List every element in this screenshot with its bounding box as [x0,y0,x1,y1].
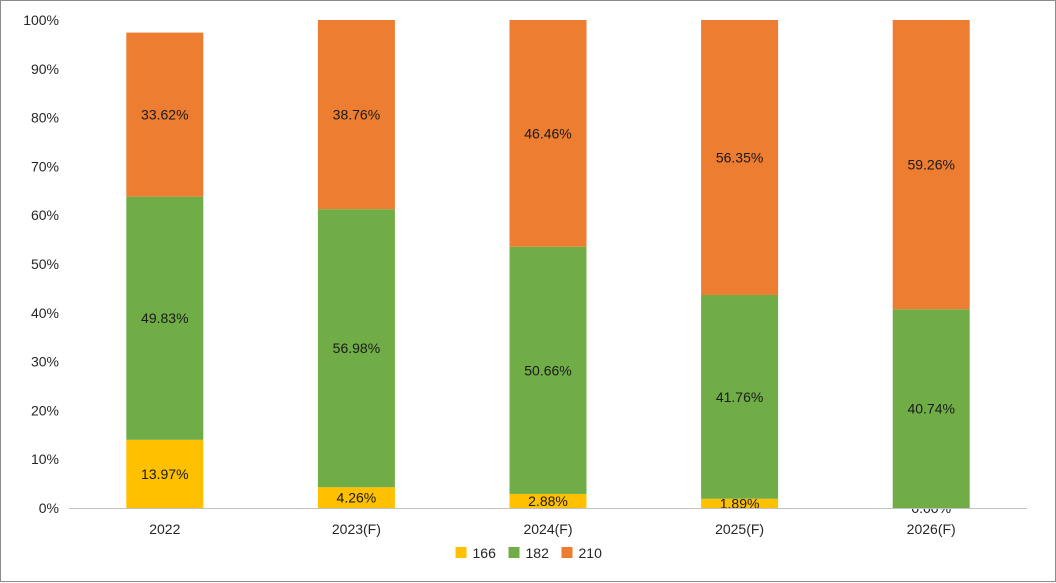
y-tick-label: 50% [31,256,59,272]
x-tick-label: 2022 [149,521,180,537]
bar-segment-210 [126,32,204,197]
bar-segment-166 [126,439,204,508]
data-label: 50.66% [524,362,571,378]
y-tick-label: 20% [31,402,59,418]
legend-label: 166 [473,545,497,561]
data-label: 4.26% [337,490,377,506]
legend-swatch-182 [508,547,520,558]
data-label: 46.46% [524,125,571,141]
y-tick-label: 60% [31,207,59,223]
data-label: 13.97% [141,466,188,482]
y-tick-label: 40% [31,305,59,321]
data-label: 56.35% [716,149,763,165]
y-tick-label: 90% [31,61,59,77]
bar-segment-166 [701,498,779,508]
bar-segment-182 [892,309,970,508]
data-label: 38.76% [333,107,380,123]
legend-label: 182 [526,545,550,561]
data-label: 40.74% [907,401,954,417]
bar-segment-166 [509,493,587,508]
bar-segment-210 [509,20,587,247]
data-label: 41.76% [716,389,763,405]
bar-segment-182 [317,209,395,488]
legend-swatch-210 [561,547,573,558]
x-tick-label: 2026(F) [907,521,956,537]
y-tick-label: 30% [31,354,59,370]
y-tick-label: 10% [31,451,59,467]
data-label: 1.89% [720,495,760,511]
x-tick-label: 2024(F) [523,521,572,537]
bar-segment-166 [317,487,395,508]
bar-segment-182 [701,294,779,499]
data-label: 56.98% [333,340,380,356]
legend-label: 210 [579,545,603,561]
bar-segment-210 [701,20,779,295]
y-tick-label: 70% [31,158,59,174]
data-label: 59.26% [907,157,954,173]
y-tick-label: 0% [39,500,59,516]
data-label: 2.88% [528,493,568,509]
bar-segment-210 [892,20,970,310]
data-label: 49.83% [141,310,188,326]
y-tick-label: 80% [31,110,59,126]
bar-segment-182 [126,196,204,440]
legend-swatch-166 [455,547,467,558]
y-tick-label: 100% [23,12,59,28]
x-tick-label: 2023(F) [332,521,381,537]
x-tick-label: 2025(F) [715,521,764,537]
bar-segment-182 [509,246,587,494]
bar-segment-210 [317,20,395,210]
data-label: 33.62% [141,107,188,123]
